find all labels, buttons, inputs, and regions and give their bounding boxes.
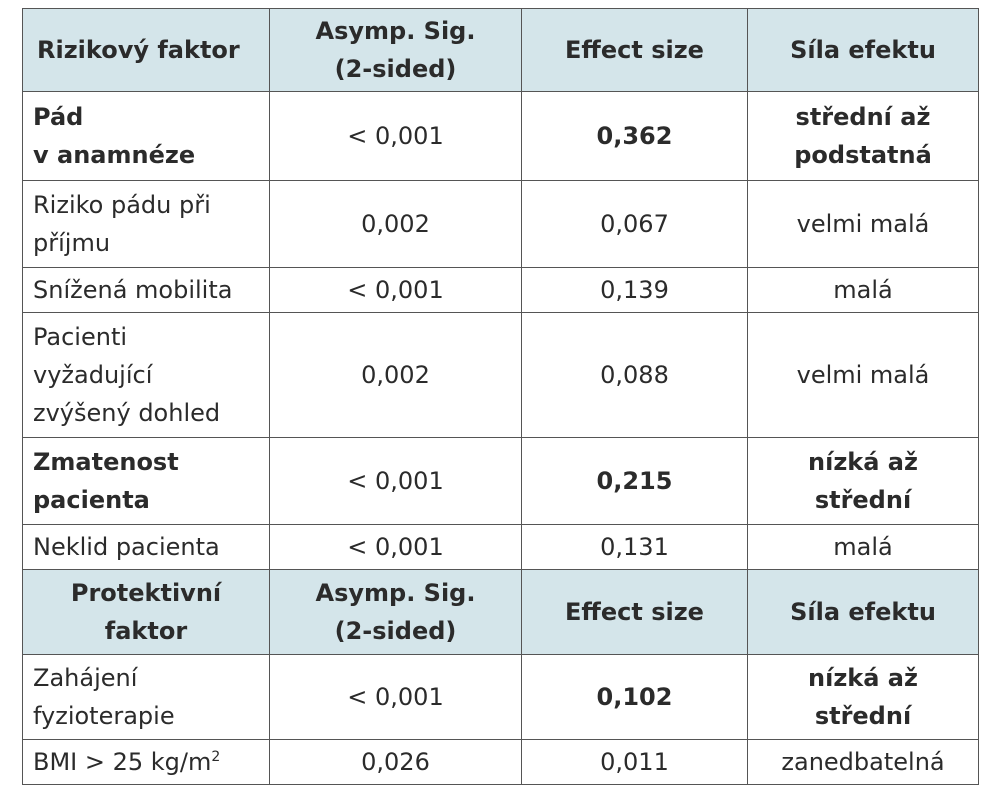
sig-cell: 0,002 [269, 180, 522, 268]
header-sig-line2: (2-sided) [334, 617, 457, 645]
factor-line: Pacienti [33, 323, 128, 351]
strength-cell: střední až podstatná [747, 91, 979, 181]
header-risk-factor: Rizikový faktor [22, 8, 270, 92]
factor-line: Riziko pádu při [33, 191, 211, 219]
strength-cell: velmi malá [747, 312, 979, 438]
factor-line: pacienta [33, 486, 150, 514]
factor-cell: Neklid pacienta [22, 524, 270, 570]
header-line: Protektivní [70, 579, 222, 607]
table-row: BMI > 25 kg/m2 0,026 0,011 zanedbatelná [22, 739, 979, 785]
table-row: Snížená mobilita < 0,001 0,139 malá [22, 267, 979, 313]
factor-line: Zmatenost [33, 448, 179, 476]
factor-line: v anamnéze [33, 141, 196, 169]
strength-cell: nízká až střední [747, 437, 979, 525]
header-sig: Asymp. Sig. (2-sided) [269, 569, 522, 655]
factor-cell: Riziko pádu při příjmu [22, 180, 270, 268]
table-row: Zmatenost pacienta < 0,001 0,215 nízká a… [22, 437, 979, 525]
table-row: Zahájení fyzioterapie < 0,001 0,102 nízk… [22, 654, 979, 740]
strength-cell: malá [747, 524, 979, 570]
table-row: Riziko pádu při příjmu 0,002 0,067 velmi… [22, 180, 979, 268]
table-row: Pacienti vyžadující zvýšený dohled 0,002… [22, 312, 979, 438]
table-row: Pád v anamnéze < 0,001 0,362 střední až … [22, 91, 979, 181]
strength-line: střední až [795, 103, 931, 131]
header-protective-factor: Protektivní faktor [22, 569, 270, 655]
strength-line: podstatná [794, 141, 932, 169]
factor-line: vyžadující [33, 361, 153, 389]
factor-line: zvýšený dohled [33, 399, 221, 427]
header-effect-strength: Síla efektu [747, 8, 979, 92]
factor-line: Zahájení [33, 664, 138, 692]
strength-cell: nízká až střední [747, 654, 979, 740]
factor-cell: Pacienti vyžadující zvýšený dohled [22, 312, 270, 438]
table-row: Neklid pacienta < 0,001 0,131 malá [22, 524, 979, 570]
factor-cell: BMI > 25 kg/m2 [22, 739, 270, 785]
factor-line: Pád [33, 103, 84, 131]
effect-cell: 0,088 [521, 312, 748, 438]
header-sig-line1: Asymp. Sig. [315, 579, 476, 607]
header-effect-size: Effect size [521, 569, 748, 655]
sig-cell: < 0,001 [269, 267, 522, 313]
factor-cell: Zmatenost pacienta [22, 437, 270, 525]
sig-cell: < 0,001 [269, 91, 522, 181]
sig-cell: < 0,001 [269, 524, 522, 570]
sig-cell: < 0,001 [269, 437, 522, 525]
sig-cell: < 0,001 [269, 654, 522, 740]
superscript: 2 [211, 749, 221, 765]
effect-cell: 0,067 [521, 180, 748, 268]
effect-cell: 0,139 [521, 267, 748, 313]
sig-cell: 0,026 [269, 739, 522, 785]
strength-cell: zanedbatelná [747, 739, 979, 785]
protective-header-row: Protektivní faktor Asymp. Sig. (2-sided)… [22, 569, 979, 655]
strength-cell: malá [747, 267, 979, 313]
effect-cell: 0,102 [521, 654, 748, 740]
effect-cell: 0,011 [521, 739, 748, 785]
header-line: faktor [104, 617, 188, 645]
factor-text: BMI > 25 kg/m [33, 748, 212, 776]
factor-cell: Snížená mobilita [22, 267, 270, 313]
risk-header-row: Rizikový faktor Asymp. Sig. (2-sided) Ef… [22, 8, 979, 92]
factor-line: příjmu [33, 229, 111, 257]
header-effect-strength: Síla efektu [747, 569, 979, 655]
risk-factor-table: Rizikový faktor Asymp. Sig. (2-sided) Ef… [22, 8, 979, 785]
effect-cell: 0,362 [521, 91, 748, 181]
header-sig-line1: Asymp. Sig. [315, 17, 476, 45]
header-sig: Asymp. Sig. (2-sided) [269, 8, 522, 92]
strength-cell: velmi malá [747, 180, 979, 268]
effect-cell: 0,131 [521, 524, 748, 570]
factor-cell: Pád v anamnéze [22, 91, 270, 181]
header-effect-size: Effect size [521, 8, 748, 92]
factor-cell: Zahájení fyzioterapie [22, 654, 270, 740]
sig-cell: 0,002 [269, 312, 522, 438]
header-sig-line2: (2-sided) [334, 55, 457, 83]
factor-line: fyzioterapie [33, 702, 175, 730]
table-container: Rizikový faktor Asymp. Sig. (2-sided) Ef… [22, 8, 979, 785]
effect-cell: 0,215 [521, 437, 748, 525]
